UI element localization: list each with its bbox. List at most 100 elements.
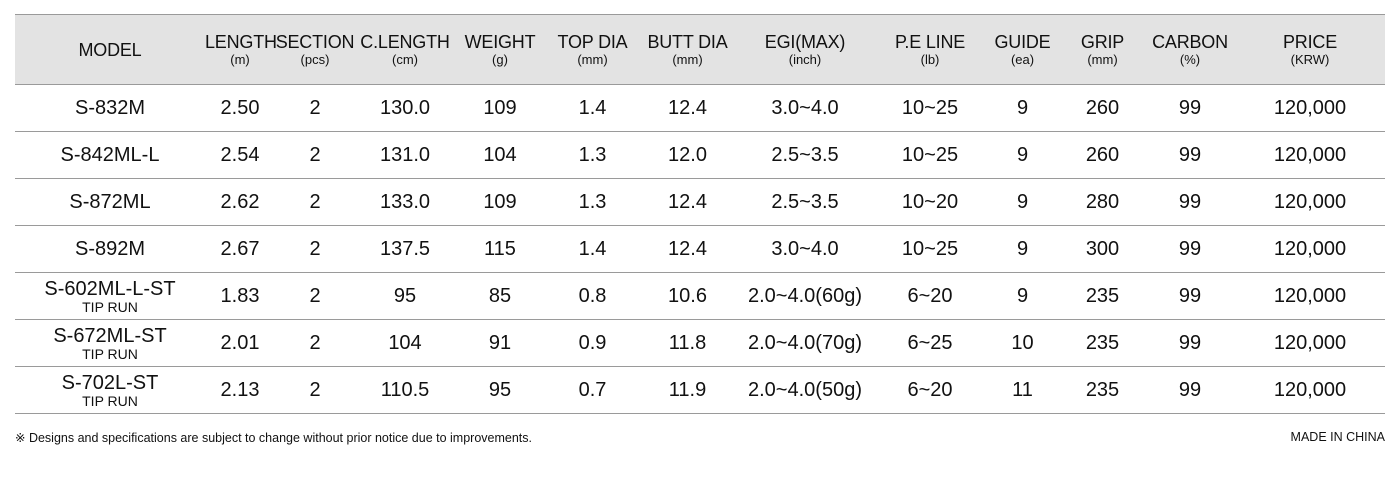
cell-model: S-832M [15,84,205,132]
cell-egi: 3.0~4.0 [735,225,875,273]
cell-grip: 235 [1060,272,1145,320]
cell-carbon: 99 [1145,84,1235,132]
cell-section: 2 [275,225,355,273]
cell-weight: 104 [455,131,545,179]
cell-c-length: 133.0 [355,178,455,226]
header-label: SECTION [275,32,355,52]
model-name: S-872ML [69,191,151,213]
table-row: S-892M 2.67 2 137.5 115 1.4 12.4 3.0~4.0… [15,225,1385,273]
cell-carbon: 99 [1145,319,1235,367]
header-label: BUTT DIA [647,32,728,52]
header-label: LENGTH [205,32,277,52]
table-row: S-672ML-ST TIP RUN 2.01 2 104 91 0.9 11.8… [15,319,1385,367]
cell-grip: 235 [1060,319,1145,367]
cell-guide: 11 [985,366,1060,414]
header-unit: (ea) [1010,52,1035,67]
cell-price: 120,000 [1235,272,1385,320]
cell-c-length: 130.0 [355,84,455,132]
model-subtitle: TIP RUN [82,392,138,409]
cell-butt-dia: 12.4 [640,84,735,132]
cell-grip: 280 [1060,178,1145,226]
cell-top-dia: 0.9 [545,319,640,367]
cell-section: 2 [275,131,355,179]
cell-top-dia: 1.3 [545,131,640,179]
table-row: S-842ML-L 2.54 2 131.0 104 1.3 12.0 2.5~… [15,131,1385,179]
cell-top-dia: 0.7 [545,366,640,414]
header-egi: EGI(MAX) (inch) [735,14,875,85]
header-label: MODEL [78,39,142,60]
header-weight: WEIGHT (g) [455,14,545,85]
header-label: PRICE [1282,32,1337,52]
cell-butt-dia: 11.9 [640,366,735,414]
cell-butt-dia: 12.0 [640,131,735,179]
header-label: CARBON [1152,32,1228,52]
cell-model: S-892M [15,225,205,273]
cell-section: 2 [275,366,355,414]
cell-model: S-872ML [15,178,205,226]
cell-guide: 9 [985,225,1060,273]
header-label: EGI(MAX) [764,32,846,52]
model-subtitle: TIP RUN [82,298,138,315]
cell-c-length: 110.5 [355,366,455,414]
cell-butt-dia: 10.6 [640,272,735,320]
cell-price: 120,000 [1235,225,1385,273]
header-unit: (g) [492,52,508,67]
header-unit: (m) [230,52,250,67]
cell-egi: 2.5~3.5 [735,178,875,226]
header-unit: (%) [1179,52,1201,67]
cell-price: 120,000 [1235,319,1385,367]
cell-pe-line: 6~20 [875,366,985,414]
cell-price: 120,000 [1235,131,1385,179]
cell-model: S-672ML-ST TIP RUN [15,319,205,367]
header-label: WEIGHT [464,32,536,52]
cell-guide: 9 [985,178,1060,226]
cell-egi: 2.5~3.5 [735,131,875,179]
cell-grip: 260 [1060,84,1145,132]
cell-weight: 109 [455,84,545,132]
table-row: S-872ML 2.62 2 133.0 109 1.3 12.4 2.5~3.… [15,178,1385,226]
disclaimer-note: ※ Designs and specifications are subject… [15,431,532,445]
header-unit: (cm) [392,52,418,67]
origin-label: MADE IN CHINA [1290,430,1385,444]
header-model: MODEL [15,14,205,85]
model-name: S-832M [74,97,146,119]
header-label: P.E LINE [894,32,966,52]
cell-top-dia: 0.8 [545,272,640,320]
table-header-row: MODEL LENGTH (m) SECTION (pcs) C.LENGTH (cm… [15,14,1385,85]
cell-guide: 9 [985,84,1060,132]
cell-model: S-602ML-L-ST TIP RUN [15,272,205,320]
cell-grip: 300 [1060,225,1145,273]
table-row: S-702L-ST TIP RUN 2.13 2 110.5 95 0.7 11.… [15,366,1385,414]
model-name: S-602ML-L-ST [44,277,176,300]
cell-section: 2 [275,84,355,132]
cell-guide: 9 [985,272,1060,320]
cell-price: 120,000 [1235,366,1385,414]
cell-butt-dia: 12.4 [640,225,735,273]
model-name: S-842ML-L [60,144,160,166]
table-body: S-832M 2.50 2 130.0 109 1.4 12.4 3.0~4.0… [15,84,1385,414]
header-unit: (mm) [672,52,703,67]
cell-grip: 260 [1060,131,1145,179]
cell-pe-line: 10~25 [875,225,985,273]
header-unit: (lb) [920,52,940,67]
cell-model: S-702L-ST TIP RUN [15,366,205,414]
spec-table: MODEL LENGTH (m) SECTION (pcs) C.LENGTH (cm… [15,14,1385,414]
cell-weight: 115 [455,225,545,273]
header-length: LENGTH (m) [205,14,277,85]
cell-butt-dia: 11.8 [640,319,735,367]
header-pe-line: P.E LINE (lb) [875,14,985,85]
header-grip: GRIP (mm) [1060,14,1145,85]
header-label: GRIP [1080,32,1125,52]
cell-guide: 10 [985,319,1060,367]
cell-c-length: 131.0 [355,131,455,179]
cell-guide: 9 [985,131,1060,179]
header-c-length: C.LENGTH (cm) [355,14,455,85]
cell-egi: 3.0~4.0 [735,84,875,132]
header-carbon: CARBON (%) [1145,14,1235,85]
cell-c-length: 95 [355,272,455,320]
model-name: S-892M [74,238,146,260]
table-row: S-832M 2.50 2 130.0 109 1.4 12.4 3.0~4.0… [15,84,1385,132]
cell-carbon: 99 [1145,366,1235,414]
cell-length: 2.67 [205,225,275,273]
table-row: S-602ML-L-ST TIP RUN 1.83 2 95 85 0.8 10.… [15,272,1385,320]
